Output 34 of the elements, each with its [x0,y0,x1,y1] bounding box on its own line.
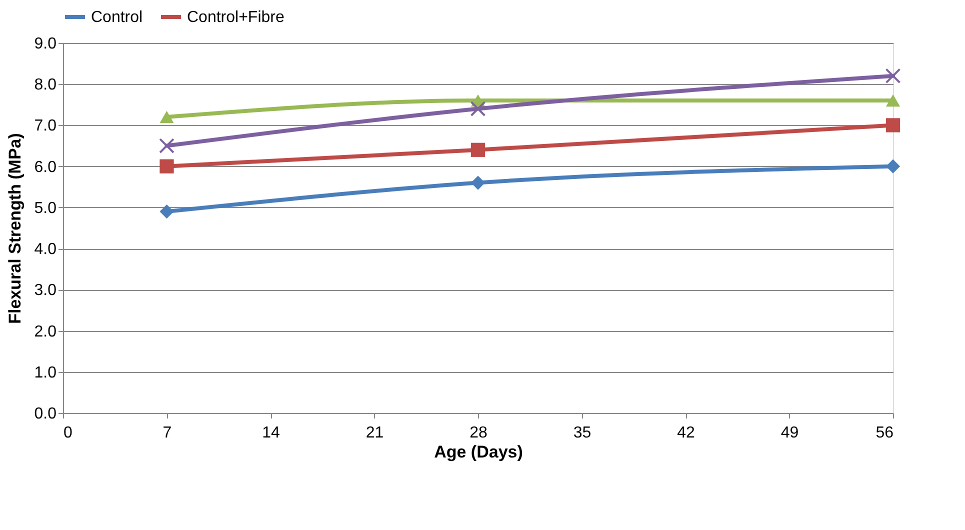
y-tick-label: 4.0 [34,241,57,258]
y-tick-label: 3.0 [34,282,57,300]
y-axis-title: Flexural Strength (MPa) [5,133,24,324]
x-axis-title: Age (Days) [434,442,523,462]
y-tick-label: 8.0 [34,76,57,94]
y-tick-label: 2.0 [34,323,57,340]
point [160,110,174,124]
point [159,138,174,154]
y-tick-label: 9.0 [34,36,57,52]
x-tick-label: 7 [162,424,172,442]
y-tick-label: 6.0 [34,158,57,176]
x-tick-label: 42 [677,424,695,442]
x-tick-label: 0 [64,424,72,442]
x-tick-label: 49 [780,424,799,442]
point [886,159,900,174]
y-tick-label: 0.0 [34,406,57,422]
point [470,101,486,116]
point [886,94,900,107]
x-tick-label: 28 [470,424,488,442]
y-tick-label: 7.0 [34,118,57,135]
legend-label: Control [91,9,143,26]
y-tick-label: 5.0 [34,200,57,217]
x-tick-label: 21 [366,424,384,442]
x-tick-label: 56 [876,424,894,442]
point [886,118,900,132]
point [160,204,174,219]
point [470,142,486,157]
point [885,68,901,84]
point [160,159,174,174]
legend-label: Control+Fibre [187,9,284,26]
x-tick-label: 35 [573,424,592,442]
point [470,176,486,190]
y-tick-label: 1.0 [34,364,57,382]
x-tick-label: 14 [262,424,280,442]
